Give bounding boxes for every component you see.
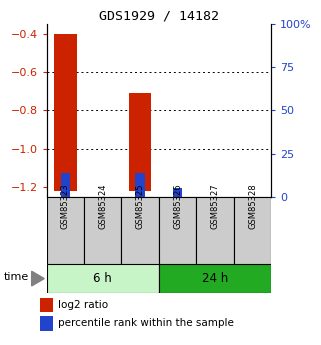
Bar xyxy=(47,264,159,293)
Bar xyxy=(40,316,53,331)
Bar xyxy=(61,172,70,197)
Bar xyxy=(84,197,121,264)
Text: time: time xyxy=(4,272,29,282)
Text: GSM85326: GSM85326 xyxy=(173,183,182,229)
Polygon shape xyxy=(32,271,44,286)
Text: percentile rank within the sample: percentile rank within the sample xyxy=(58,318,234,328)
Text: GSM85328: GSM85328 xyxy=(248,183,257,229)
Bar xyxy=(159,197,196,264)
Bar xyxy=(196,197,234,264)
Text: 6 h: 6 h xyxy=(93,272,112,285)
Bar xyxy=(121,197,159,264)
Text: 24 h: 24 h xyxy=(202,272,228,285)
Bar xyxy=(47,197,84,264)
Bar xyxy=(54,34,76,191)
Title: GDS1929 / 14182: GDS1929 / 14182 xyxy=(99,10,219,23)
Bar xyxy=(173,188,182,197)
Text: log2 ratio: log2 ratio xyxy=(58,300,108,310)
Text: GSM85323: GSM85323 xyxy=(61,183,70,229)
Bar xyxy=(129,93,152,191)
Text: GSM85324: GSM85324 xyxy=(98,184,107,229)
Bar xyxy=(135,172,145,197)
Text: GSM85325: GSM85325 xyxy=(136,184,145,229)
Text: GSM85327: GSM85327 xyxy=(211,183,220,229)
Bar xyxy=(40,298,53,312)
Bar xyxy=(234,197,271,264)
Bar xyxy=(159,264,271,293)
